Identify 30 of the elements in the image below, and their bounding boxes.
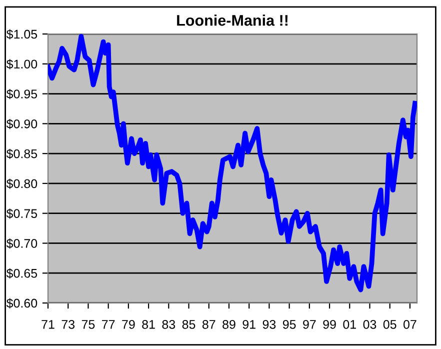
y-tick-label: $0.95 <box>6 89 38 100</box>
y-tick-label: $0.80 <box>6 178 38 189</box>
x-tick-label: 99 <box>323 320 336 329</box>
x-tick-label: 07 <box>404 320 416 329</box>
x-tick-label: 95 <box>282 320 296 329</box>
x-tick-label: 05 <box>383 320 396 329</box>
x-tick-label: 77 <box>102 320 115 329</box>
x-tick-label: 93 <box>262 320 276 329</box>
x-tick-label: 01 <box>343 320 356 329</box>
x-tick-label: 87 <box>202 320 216 329</box>
y-tick-label: $0.70 <box>6 238 38 249</box>
x-tick-label: 71 <box>42 320 54 329</box>
x-tick-label: 97 <box>303 320 316 329</box>
y-tick-label: $0.60 <box>6 298 38 308</box>
y-tick-label: $0.85 <box>6 148 38 159</box>
y-tick-label: $0.90 <box>6 118 38 130</box>
x-tick-label: 73 <box>62 320 75 329</box>
y-tick-label: $1.00 <box>6 59 38 70</box>
y-tick-label: $0.65 <box>6 268 38 279</box>
x-tick-label: 79 <box>122 320 135 329</box>
y-tick-label: $0.75 <box>6 208 38 219</box>
x-tick-label: 83 <box>162 320 176 329</box>
x-tick-label: 75 <box>82 320 95 329</box>
y-tick-label: $1.05 <box>6 29 38 40</box>
x-tick-label: 89 <box>222 320 236 329</box>
x-tick-label: 85 <box>182 320 196 329</box>
x-tick-label: 03 <box>363 320 376 329</box>
x-tick-label: 91 <box>242 320 256 329</box>
chart-title: Loonie-Mania !! <box>177 14 288 26</box>
x-tick-label: 81 <box>142 320 155 329</box>
